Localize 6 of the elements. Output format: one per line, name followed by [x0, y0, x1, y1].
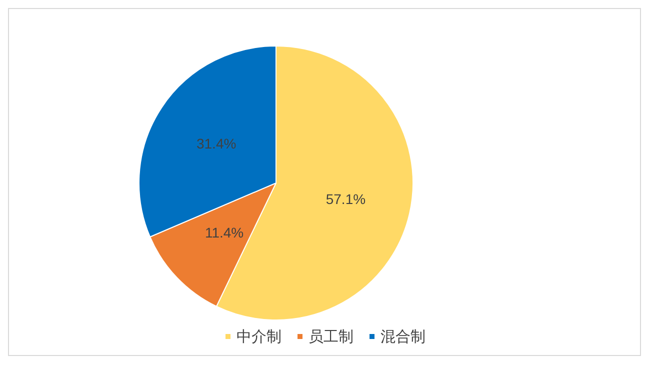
legend-label: 混合制	[380, 328, 426, 346]
data-label: 11.4%	[204, 224, 244, 240]
legend-label: 中介制	[236, 328, 282, 346]
data-label: 31.4%	[196, 136, 236, 152]
legend-label: 员工制	[308, 328, 354, 346]
data-label: 57.1%	[326, 190, 366, 207]
